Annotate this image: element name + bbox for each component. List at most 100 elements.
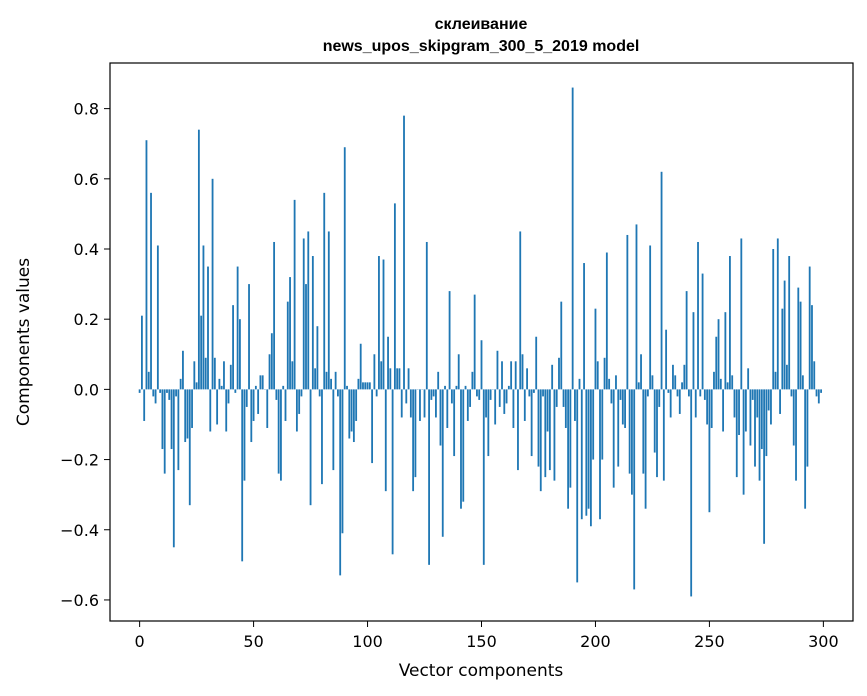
bar	[291, 361, 294, 390]
bar	[243, 389, 246, 481]
bar	[754, 389, 756, 467]
bar	[430, 389, 433, 400]
y-tick-label: 0.8	[74, 100, 99, 119]
bar	[626, 234, 629, 390]
bar	[651, 375, 654, 390]
bar	[592, 389, 595, 460]
bar	[373, 354, 376, 390]
bar	[241, 389, 244, 562]
x-axis-ticks: 0 50 100 150 200 250 300	[135, 621, 839, 651]
bar	[444, 385, 446, 390]
bar	[161, 389, 164, 450]
plot-frame	[109, 62, 854, 622]
bar	[811, 305, 813, 390]
x-tick-label: 150	[466, 632, 497, 651]
bar	[321, 389, 323, 485]
bar	[576, 389, 579, 583]
bar	[150, 192, 152, 390]
bar	[316, 326, 319, 390]
bar	[378, 256, 380, 390]
bar	[396, 368, 399, 390]
x-axis-label: Vector components	[399, 661, 564, 681]
bar	[273, 241, 276, 390]
bar	[487, 389, 490, 457]
bar	[387, 336, 389, 390]
bar	[744, 389, 747, 432]
x-tick-label: 250	[694, 632, 725, 651]
bar	[485, 389, 487, 418]
bar	[175, 389, 177, 397]
bar	[624, 389, 626, 428]
bar	[726, 382, 729, 390]
bar	[788, 256, 791, 390]
bar	[138, 389, 141, 393]
bar	[631, 389, 633, 495]
bar	[804, 389, 807, 509]
bar	[298, 389, 301, 414]
bar	[797, 287, 800, 390]
bar	[293, 199, 296, 390]
bar	[348, 389, 351, 439]
bar	[672, 364, 674, 390]
bar	[425, 241, 428, 390]
bar	[530, 389, 533, 457]
bar	[446, 389, 449, 428]
bar	[619, 389, 622, 400]
bar	[332, 389, 335, 471]
bar	[694, 389, 697, 418]
bar	[232, 305, 234, 390]
bar	[514, 361, 517, 390]
chart-title: склеивание	[435, 16, 528, 33]
bar	[197, 129, 200, 390]
bar	[489, 389, 492, 400]
bar	[644, 389, 647, 509]
bar	[280, 389, 282, 481]
bar	[722, 389, 724, 432]
bar	[393, 203, 396, 390]
bar	[325, 371, 328, 390]
x-tick-label: 50	[243, 632, 263, 651]
bar	[585, 389, 588, 516]
bar	[229, 364, 232, 390]
bar	[213, 357, 216, 390]
bar	[533, 389, 535, 393]
bar	[270, 333, 273, 390]
bar	[546, 389, 549, 432]
bar	[637, 382, 640, 390]
y-axis-ticks: −0.6 −0.4 −0.2 0.0 0.2 0.4 0.6 0.8	[60, 100, 110, 610]
bar	[660, 171, 663, 390]
bar	[633, 389, 636, 590]
bar	[371, 389, 374, 464]
y-tick-label: −0.6	[60, 591, 99, 610]
bar	[172, 389, 175, 548]
bar	[760, 389, 763, 450]
bar	[284, 389, 287, 421]
y-tick-label: −0.4	[60, 521, 99, 540]
bar	[612, 389, 615, 488]
bar	[145, 140, 148, 390]
bar	[220, 385, 223, 390]
bar	[462, 389, 465, 502]
bar	[389, 368, 392, 390]
bar	[507, 385, 510, 390]
bar	[480, 340, 483, 390]
bar	[589, 389, 592, 527]
bar	[437, 371, 440, 390]
bar	[412, 389, 415, 492]
bar	[457, 354, 460, 390]
bar	[758, 389, 761, 481]
bar	[252, 389, 255, 421]
bar	[601, 389, 604, 460]
bar	[343, 147, 346, 390]
bar	[398, 368, 401, 390]
bar	[182, 350, 184, 390]
bar	[382, 259, 385, 390]
bar	[204, 357, 207, 390]
bar	[352, 389, 355, 443]
bar	[357, 378, 360, 390]
bar	[337, 389, 339, 397]
bar	[574, 389, 576, 421]
bar	[820, 389, 822, 393]
bar	[168, 389, 171, 400]
bar	[719, 378, 722, 390]
